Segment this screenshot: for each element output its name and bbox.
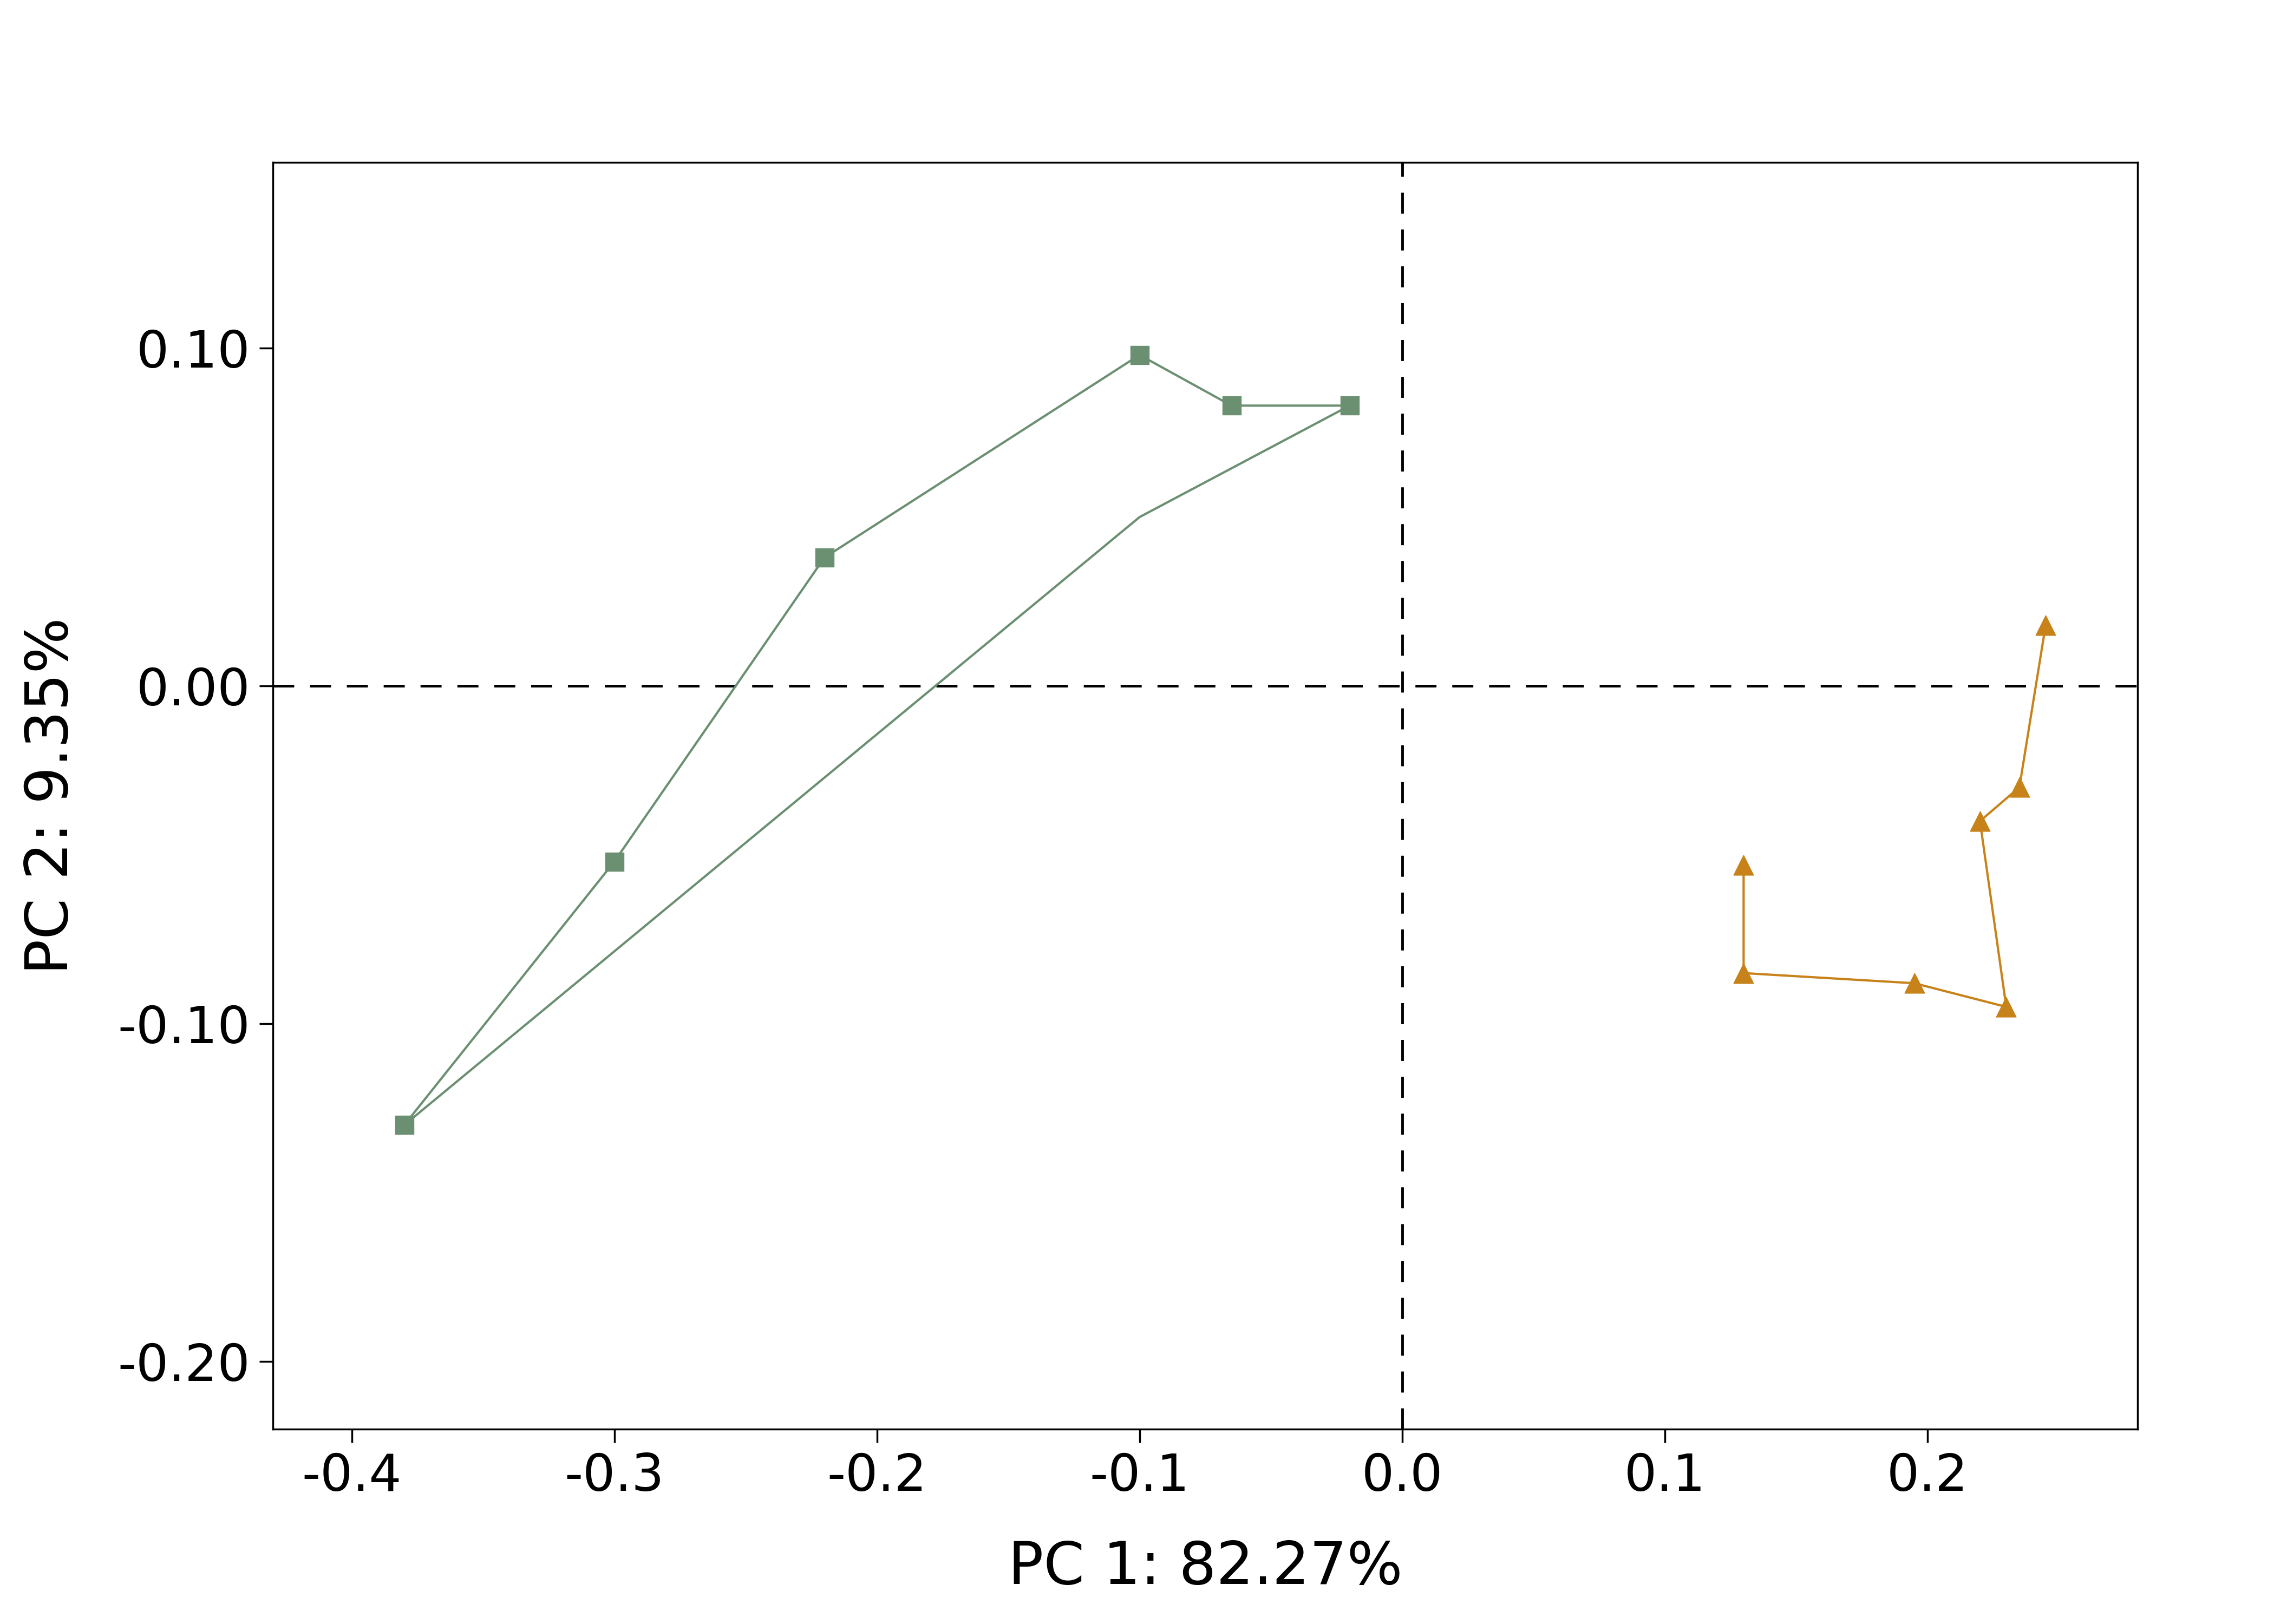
Point — [1897, 970, 1933, 996]
Point — [1333, 393, 1369, 419]
Point — [1726, 853, 1762, 879]
X-axis label: PC 1: 82.27%: PC 1: 82.27% — [1007, 1540, 1403, 1596]
Point — [1726, 960, 1762, 986]
Point — [2028, 612, 2065, 638]
Point — [1121, 343, 1157, 369]
Point — [1987, 994, 2024, 1020]
Point — [807, 544, 844, 570]
Point — [1214, 393, 1251, 419]
Y-axis label: PC 2: 9.35%: PC 2: 9.35% — [23, 617, 80, 974]
Point — [387, 1112, 423, 1138]
Point — [596, 849, 632, 875]
Point — [1962, 809, 1999, 835]
Point — [2001, 775, 2038, 801]
